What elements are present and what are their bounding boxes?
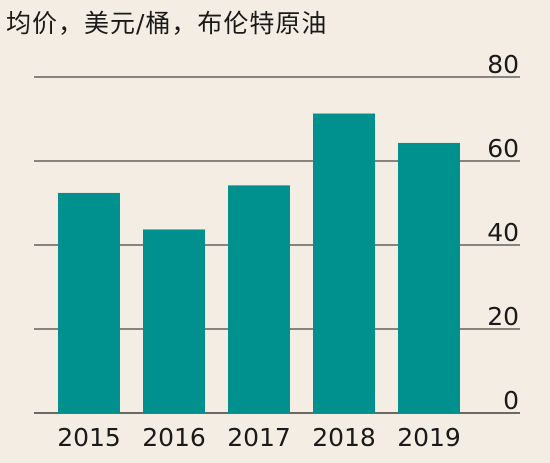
x-tick-label: 2018 (312, 423, 376, 452)
x-tick-label: 2017 (227, 423, 291, 452)
x-tick-label: 2019 (397, 423, 461, 452)
y-axis-ticks: 0 20 40 60 80 (487, 50, 519, 415)
bar-2019 (398, 142, 460, 413)
bar-2016 (143, 229, 205, 413)
x-tick-label: 2016 (142, 423, 206, 452)
x-tick-label: 2015 (57, 423, 121, 452)
y-tick-label: 80 (487, 50, 519, 79)
bar-2017 (228, 185, 290, 413)
bar-2015 (58, 192, 120, 413)
bar-2018 (313, 113, 375, 413)
y-tick-label: 20 (487, 302, 519, 331)
chart-title: 均价，美元/桶，布伦特原油 (6, 9, 328, 38)
y-tick-label: 40 (487, 218, 519, 247)
bars (58, 113, 460, 413)
x-axis-ticks: 2015 2016 2017 2018 2019 (57, 423, 461, 452)
y-tick-label: 60 (487, 134, 519, 163)
y-tick-label: 0 (503, 386, 519, 415)
